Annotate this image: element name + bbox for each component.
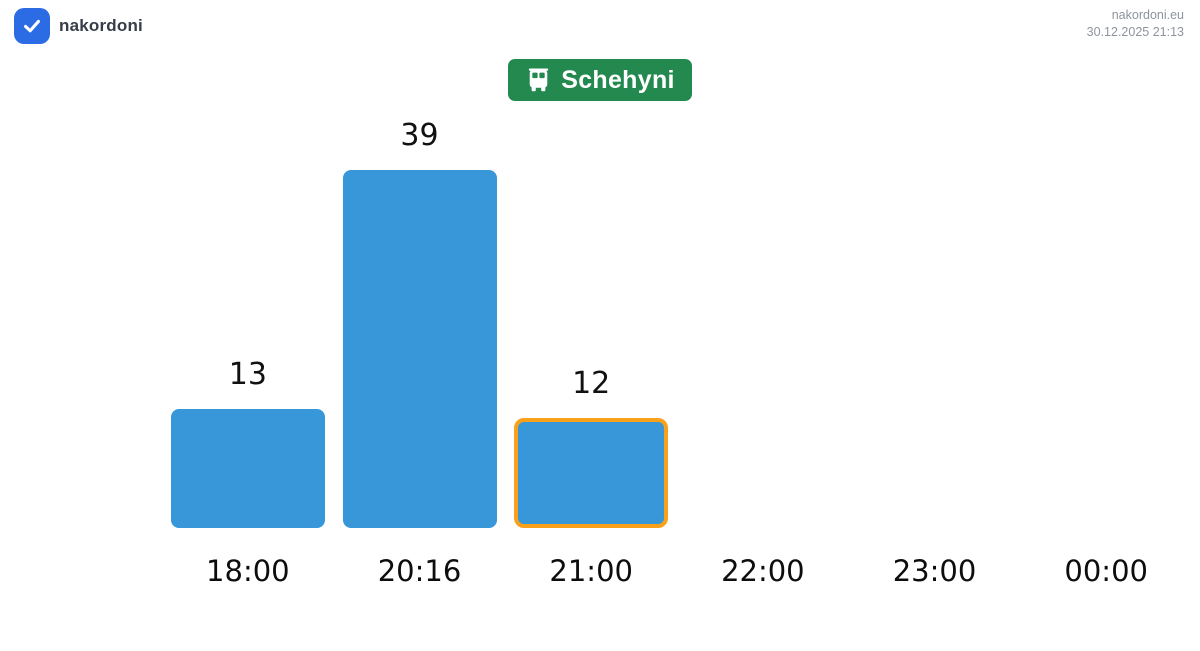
bar-slot: 39 [334,119,506,528]
x-axis-label: 21:00 [549,554,633,588]
bar-slot: 13 [162,358,334,528]
bar-18:00 [170,409,325,528]
bar-chart: 13 39 12 [162,100,1192,528]
timestamp-label: 30.12.2025 21:13 [1086,25,1184,39]
x-axis: 18:00 20:16 21:00 22:00 23:00 00:00 [162,554,1192,588]
bar-slot: 12 [505,367,677,528]
bar-value-label: 39 [400,118,439,153]
bar-value-label: 13 [228,357,267,392]
header-meta: nakordoni.eu 30.12.2025 21:13 [1087,7,1184,41]
checkmark-logo-icon [14,8,50,44]
x-axis-label: 00:00 [1064,554,1148,588]
x-axis-label: 18:00 [206,554,290,588]
site-url-link[interactable]: nakordoni.eu [1111,8,1184,22]
brand-wordmark: nakordoni [59,16,143,35]
chart-title-badge: Schehyni [508,59,692,101]
bar-value-label: 12 [572,366,611,401]
site-logo[interactable]: nakordoni [14,8,143,44]
x-axis-label: 23:00 [892,554,977,588]
chart-title-badge-wrap: Schehyni [0,59,1200,101]
bus-icon [525,67,552,94]
chart-title-label: Schehyni [561,65,675,94]
bar-20:16 [342,170,497,528]
x-axis-label: 22:00 [721,554,805,588]
x-axis-label: 20:16 [377,554,462,588]
checkmark-icon [24,19,40,33]
bar-21:00 [514,418,669,528]
